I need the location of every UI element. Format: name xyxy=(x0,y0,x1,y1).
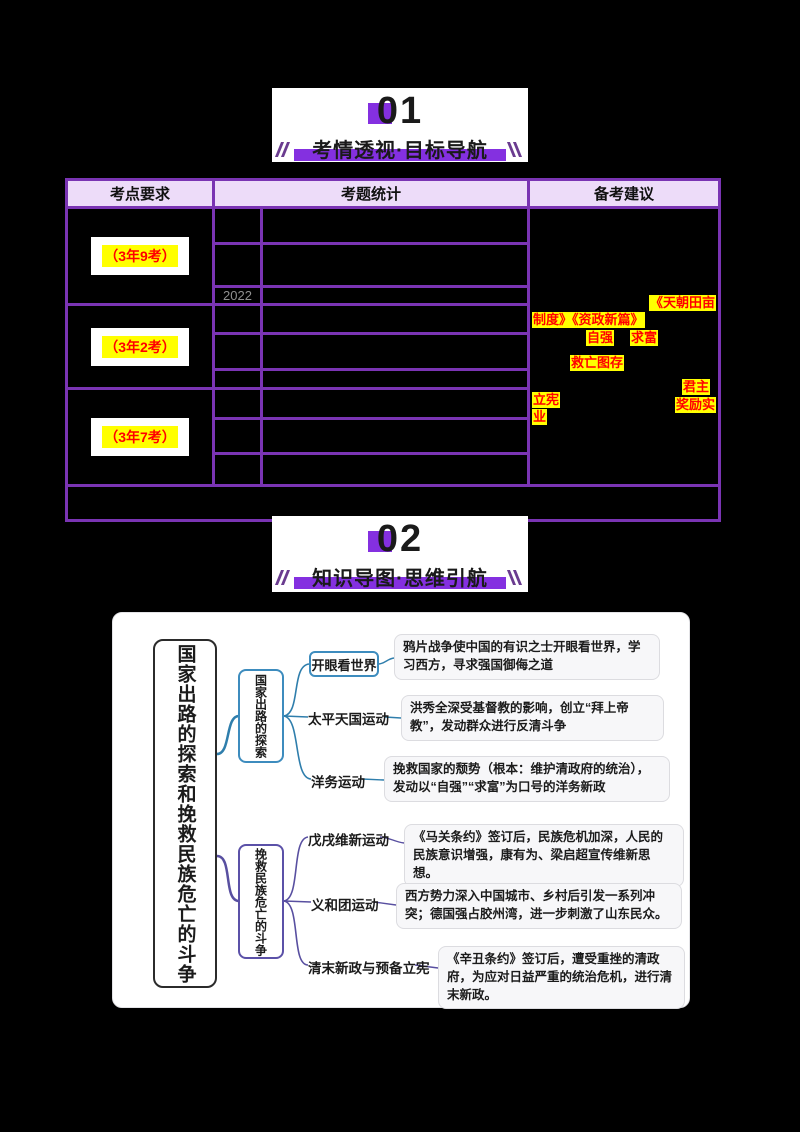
year-cell-2022: 2022 xyxy=(215,288,260,303)
double-slash-icon xyxy=(274,142,292,158)
section-1-number: 01 xyxy=(376,90,424,132)
mindmap-branch-salvation: 挽救民族危亡的斗争 xyxy=(238,844,284,959)
mindmap-leaf-6-label: 清末新政与预备立宪 xyxy=(308,961,430,976)
table-row-group-3-label-cell: （3年7考） xyxy=(68,390,212,484)
advice-highlight: 《天朝田亩 xyxy=(648,295,716,311)
year-cell-redacted xyxy=(215,306,260,332)
double-slash-icon xyxy=(274,570,292,586)
section-1-header: 01 考情透视·目标导航 xyxy=(272,88,528,162)
year-cell-redacted xyxy=(215,455,260,484)
knowledge-mindmap: 国家出路的探索和挽救民族危亡的斗争 国家出路的探索 挽救民族危亡的斗争 开眼看世… xyxy=(112,612,690,1010)
section-2-header: 02 知识导图·思维引航 xyxy=(272,516,528,592)
advice-cell: 《天朝田亩 制度》《资政新篇》 自强 求富 救亡图存 君主 立宪 奖励实 业 xyxy=(530,209,718,484)
double-slash-icon xyxy=(506,570,524,586)
exam-count-badge: （3年2考） xyxy=(102,335,178,358)
mindmap-leaf-5-desc: 西方势力深入中国城市、乡村后引发一系列冲突；德国强占胶州湾，进一步刺激了山东民众… xyxy=(396,883,682,929)
table-row-group-2-label-cell: （3年2考） xyxy=(68,306,212,387)
exam-count-badge: （3年9考） xyxy=(102,245,178,267)
year-cell-redacted xyxy=(215,390,260,417)
year-cell-redacted xyxy=(215,209,260,242)
section-2-number-square xyxy=(368,531,392,552)
exam-count-badge: （3年7考） xyxy=(102,426,178,448)
mindmap-leaf-2-desc: 洪秀全深受基督教的影响，创立“拜上帝教”，发动群众进行反清斗争 xyxy=(401,695,664,741)
stats-cell-redacted xyxy=(263,335,527,368)
table-header-exam-point: 考点要求 xyxy=(68,181,212,206)
table-header-prep-advice: 备考建议 xyxy=(530,181,718,206)
section-1-number-square xyxy=(368,103,392,124)
mindmap-leaf-3-label: 洋务运动 xyxy=(311,775,365,790)
section-2-title-row: 知识导图·思维引航 xyxy=(272,562,528,590)
year-cell-redacted xyxy=(215,371,260,387)
section-1-title: 考情透视·目标导航 xyxy=(312,140,488,162)
advice-highlight: 业 xyxy=(532,409,548,425)
exam-overview-table: 考点要求 考题统计 备考建议 （3年9考） （3年2考） （3年7考） 2022… xyxy=(65,178,721,522)
mindmap-leaf-2-label: 太平天国运动 xyxy=(308,712,389,727)
mindmap-leaf-6-desc: 《辛丑条约》签订后，遭受重挫的清政府，为应对日益严重的统治危机，进行清末新政。 xyxy=(438,946,685,1010)
mindmap-leaf-4-desc: 《马关条约》签订后，民族危机加深，人民的民族意识增强，康有为、梁启超宣传维新思想… xyxy=(404,824,684,888)
advice-highlight: 自强 xyxy=(586,330,615,346)
mindmap-leaf-5-label: 义和团运动 xyxy=(311,898,379,913)
stats-cell-redacted xyxy=(263,420,527,452)
mindmap-branch-exploration: 国家出路的探索 xyxy=(238,669,284,763)
mindmap-leaf-4-label: 戊戌维新运动 xyxy=(308,833,389,848)
stats-cell-redacted xyxy=(263,245,527,285)
table-row-group-1-label-cell: （3年9考） xyxy=(68,209,212,303)
year-cell-redacted xyxy=(215,420,260,452)
section-2-number: 02 xyxy=(376,518,424,560)
year-cell-redacted xyxy=(215,245,260,285)
stats-cell-redacted xyxy=(263,306,527,332)
advice-highlight: 奖励实 xyxy=(674,397,716,413)
section-2-underline-bar xyxy=(294,577,506,589)
advice-highlight: 立宪 xyxy=(532,392,561,408)
table-footer-row-redacted xyxy=(68,487,718,519)
label-highlight-strip: （3年7考） xyxy=(91,418,189,456)
mindmap-root-node: 国家出路的探索和挽救民族危亡的斗争 xyxy=(153,639,217,988)
stats-cell-redacted xyxy=(263,371,527,387)
advice-highlight: 救亡图存 xyxy=(570,355,625,371)
stats-cell-redacted xyxy=(263,455,527,484)
stats-cell-redacted xyxy=(263,209,527,242)
mindmap-leaf-1-label: 开眼看世界 xyxy=(309,651,379,677)
section-1-underline-bar xyxy=(294,149,506,161)
advice-highlight: 制度》《资政新篇》 xyxy=(532,312,645,328)
table-header-question-stats: 考题统计 xyxy=(215,181,527,206)
section-1-title-row: 考情透视·目标导航 xyxy=(272,134,528,162)
label-highlight-strip: （3年2考） xyxy=(91,327,189,366)
mindmap-connectors xyxy=(216,657,439,969)
advice-highlight: 求富 xyxy=(630,330,659,346)
label-highlight-strip: （3年9考） xyxy=(91,237,189,275)
mindmap-leaf-1-desc: 鸦片战争使中国的有识之士开眼看世界，学习西方，寻求强国御侮之道 xyxy=(394,634,660,680)
stats-cell-redacted xyxy=(263,288,527,303)
section-1-number-row: 01 xyxy=(272,88,528,133)
advice-highlight: 君主 xyxy=(681,379,710,395)
mindmap-leaf-3-desc: 挽救国家的颓势（根本：维护清政府的统治），发动以“自强”“求富”为口号的洋务新政 xyxy=(384,756,670,802)
year-cell-redacted xyxy=(215,335,260,368)
double-slash-icon xyxy=(506,142,524,158)
stats-cell-redacted xyxy=(263,390,527,417)
section-2-number-row: 02 xyxy=(272,516,528,561)
section-2-title: 知识导图·思维引航 xyxy=(312,568,488,590)
